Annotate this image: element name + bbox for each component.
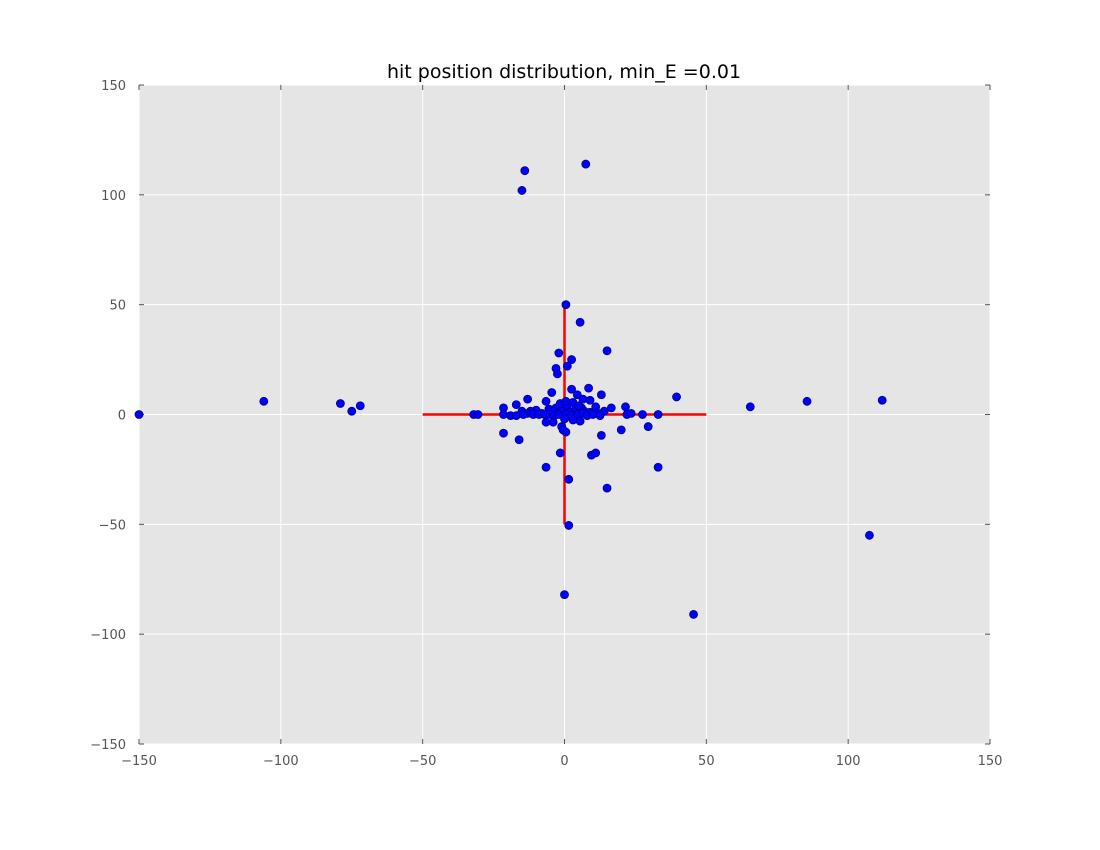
data-point bbox=[567, 355, 576, 364]
data-point bbox=[653, 410, 663, 419]
data-point bbox=[134, 410, 144, 419]
data-point bbox=[575, 416, 585, 426]
data-point bbox=[643, 422, 653, 431]
y-tick-label: 150 bbox=[101, 79, 126, 94]
y-tick-label: −150 bbox=[90, 738, 126, 753]
data-point bbox=[347, 406, 357, 416]
data-point bbox=[802, 396, 812, 406]
chart-title: hit position distribution, min_E =0.01 bbox=[387, 61, 741, 83]
data-point bbox=[568, 415, 578, 425]
data-point bbox=[602, 483, 612, 493]
data-point bbox=[621, 402, 630, 412]
data-point bbox=[259, 396, 269, 406]
data-point bbox=[602, 346, 612, 356]
data-point bbox=[548, 417, 558, 427]
data-point bbox=[595, 411, 605, 420]
data-point bbox=[626, 409, 636, 418]
data-point bbox=[523, 394, 533, 404]
data-point bbox=[499, 410, 508, 419]
data-point bbox=[865, 530, 874, 540]
data-point bbox=[520, 166, 530, 176]
x-tick-label: 50 bbox=[698, 754, 715, 769]
x-tick-label: −100 bbox=[263, 754, 299, 769]
data-point bbox=[561, 300, 571, 310]
data-point bbox=[541, 396, 551, 406]
x-tick-labels: −150 −100 −50 0 50 100 150 bbox=[121, 754, 1002, 769]
data-point bbox=[575, 317, 585, 327]
data-point bbox=[355, 401, 365, 411]
data-point bbox=[588, 410, 598, 419]
data-point bbox=[564, 521, 574, 530]
data-point bbox=[336, 399, 345, 408]
data-point bbox=[560, 590, 569, 600]
data-point bbox=[574, 401, 584, 411]
data-point bbox=[584, 383, 594, 393]
x-tick-label: −50 bbox=[409, 754, 436, 769]
data-point bbox=[689, 609, 698, 619]
x-tick-label: 100 bbox=[836, 754, 861, 769]
y-tick-label: 50 bbox=[109, 299, 126, 314]
data-point bbox=[554, 348, 564, 358]
data-point bbox=[561, 396, 571, 406]
data-point bbox=[555, 448, 565, 458]
y-tick-label: 100 bbox=[101, 189, 126, 204]
data-point bbox=[591, 448, 601, 458]
y-tick-label: 0 bbox=[118, 409, 126, 424]
y-tick-labels: −150 −100 −50 0 50 100 150 bbox=[90, 79, 126, 753]
x-tick-label: 150 bbox=[978, 754, 1003, 769]
data-point bbox=[564, 474, 574, 484]
data-point bbox=[541, 462, 551, 472]
data-point bbox=[499, 428, 508, 438]
data-point bbox=[596, 390, 606, 400]
data-point bbox=[567, 384, 576, 394]
data-point bbox=[473, 410, 483, 419]
y-tick-label: −100 bbox=[90, 628, 126, 643]
data-point bbox=[877, 395, 887, 405]
data-point bbox=[517, 186, 527, 195]
data-point bbox=[596, 430, 606, 440]
data-point bbox=[653, 462, 663, 472]
data-point bbox=[518, 410, 528, 419]
data-point bbox=[511, 400, 521, 410]
data-point bbox=[514, 435, 524, 445]
data-point bbox=[606, 403, 616, 413]
data-point bbox=[638, 410, 647, 419]
data-point bbox=[616, 425, 626, 435]
x-tick-label: −150 bbox=[121, 754, 157, 769]
x-tick-label: 0 bbox=[560, 754, 568, 769]
data-point bbox=[553, 369, 562, 379]
data-points bbox=[134, 159, 887, 619]
data-point bbox=[558, 425, 568, 435]
data-point bbox=[745, 402, 755, 412]
data-point bbox=[560, 414, 569, 424]
data-point bbox=[562, 361, 572, 371]
data-point bbox=[547, 388, 557, 397]
data-point bbox=[511, 411, 521, 420]
data-point bbox=[581, 159, 591, 169]
data-point bbox=[672, 392, 681, 402]
data-point bbox=[585, 395, 595, 405]
y-tick-label: −50 bbox=[99, 518, 126, 533]
